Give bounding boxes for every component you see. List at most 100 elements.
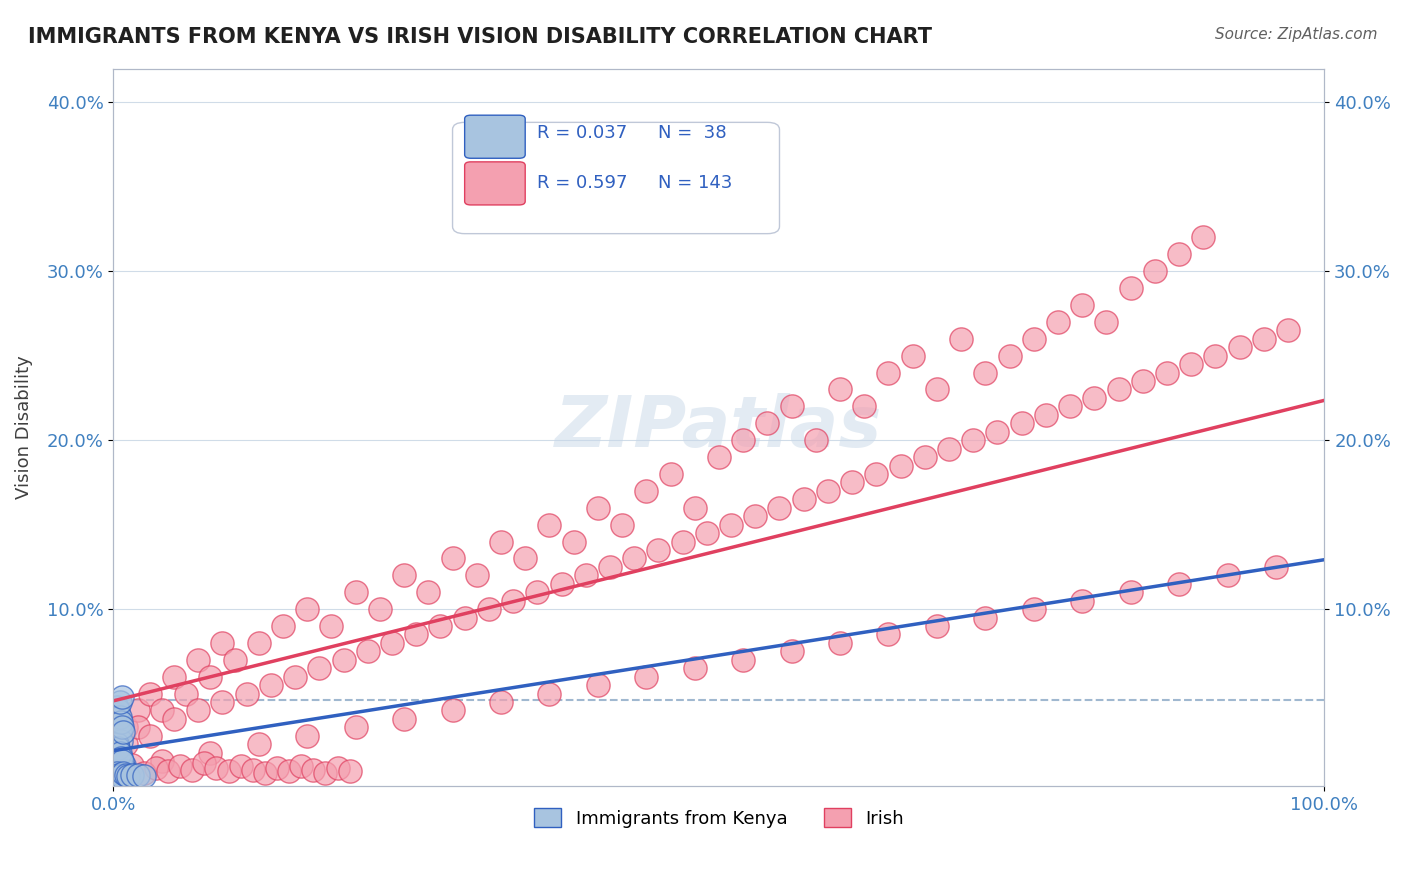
- Point: [418, 585, 440, 599]
- Point: [108, 761, 131, 775]
- FancyBboxPatch shape: [464, 161, 526, 205]
- Point: [853, 400, 876, 414]
- Point: [344, 585, 367, 599]
- Text: IMMIGRANTS FROM KENYA VS IRISH VISION DISABILITY CORRELATION CHART: IMMIGRANTS FROM KENYA VS IRISH VISION DI…: [28, 27, 932, 46]
- Point: [357, 644, 380, 658]
- Point: [720, 517, 742, 532]
- Point: [110, 715, 132, 730]
- Point: [1108, 383, 1130, 397]
- Point: [392, 568, 415, 582]
- Point: [586, 500, 609, 515]
- Point: [302, 763, 325, 777]
- Point: [242, 763, 264, 777]
- Point: [247, 636, 270, 650]
- Point: [139, 687, 162, 701]
- Point: [925, 383, 948, 397]
- Point: [150, 754, 173, 768]
- Point: [780, 644, 803, 658]
- Point: [817, 483, 839, 498]
- Point: [132, 766, 155, 780]
- Point: [224, 653, 246, 667]
- Point: [636, 483, 658, 498]
- Point: [260, 678, 283, 692]
- Point: [489, 695, 512, 709]
- Point: [1156, 366, 1178, 380]
- Point: [271, 619, 294, 633]
- Point: [121, 757, 143, 772]
- Point: [145, 761, 167, 775]
- Point: [575, 568, 598, 582]
- Point: [1046, 315, 1069, 329]
- Text: N = 143: N = 143: [658, 175, 733, 193]
- Point: [515, 551, 537, 566]
- Point: [105, 757, 128, 772]
- Point: [105, 720, 128, 734]
- Point: [111, 690, 134, 704]
- Point: [218, 764, 240, 779]
- Point: [489, 534, 512, 549]
- Point: [174, 687, 197, 701]
- Point: [696, 526, 718, 541]
- Point: [1059, 400, 1081, 414]
- Point: [914, 450, 936, 464]
- Point: [683, 500, 706, 515]
- Point: [104, 763, 127, 777]
- Point: [1119, 585, 1142, 599]
- Y-axis label: Vision Disability: Vision Disability: [15, 356, 32, 500]
- Point: [1035, 408, 1057, 422]
- Point: [828, 383, 851, 397]
- Point: [453, 610, 475, 624]
- Point: [780, 400, 803, 414]
- Point: [110, 756, 132, 770]
- Point: [112, 725, 135, 739]
- Text: R = 0.597: R = 0.597: [537, 175, 628, 193]
- Point: [890, 458, 912, 473]
- Point: [1192, 230, 1215, 244]
- Point: [290, 759, 312, 773]
- FancyBboxPatch shape: [453, 122, 779, 234]
- Point: [538, 687, 561, 701]
- Point: [253, 766, 276, 780]
- Point: [1022, 332, 1045, 346]
- Point: [405, 627, 427, 641]
- Point: [132, 769, 155, 783]
- Point: [163, 670, 186, 684]
- Point: [502, 593, 524, 607]
- Point: [205, 761, 228, 775]
- Point: [1095, 315, 1118, 329]
- Text: Source: ZipAtlas.com: Source: ZipAtlas.com: [1215, 27, 1378, 42]
- Point: [344, 720, 367, 734]
- Point: [1083, 391, 1105, 405]
- Point: [683, 661, 706, 675]
- Point: [200, 670, 222, 684]
- Point: [429, 619, 451, 633]
- Point: [465, 568, 488, 582]
- Point: [768, 500, 790, 515]
- Point: [127, 767, 149, 781]
- Point: [1180, 357, 1202, 371]
- Point: [901, 349, 924, 363]
- Point: [793, 492, 815, 507]
- Point: [636, 670, 658, 684]
- Point: [974, 610, 997, 624]
- Point: [877, 627, 900, 641]
- Point: [321, 619, 343, 633]
- Point: [877, 366, 900, 380]
- Point: [526, 585, 548, 599]
- Point: [107, 703, 129, 717]
- Point: [284, 670, 307, 684]
- Point: [108, 710, 131, 724]
- Point: [1229, 340, 1251, 354]
- Point: [707, 450, 730, 464]
- Point: [381, 636, 404, 650]
- Point: [107, 751, 129, 765]
- Point: [112, 763, 135, 777]
- Point: [108, 695, 131, 709]
- Point: [1071, 298, 1094, 312]
- Point: [599, 560, 621, 574]
- Point: [647, 543, 669, 558]
- Point: [623, 551, 645, 566]
- Point: [659, 467, 682, 481]
- Point: [744, 509, 766, 524]
- Point: [756, 417, 779, 431]
